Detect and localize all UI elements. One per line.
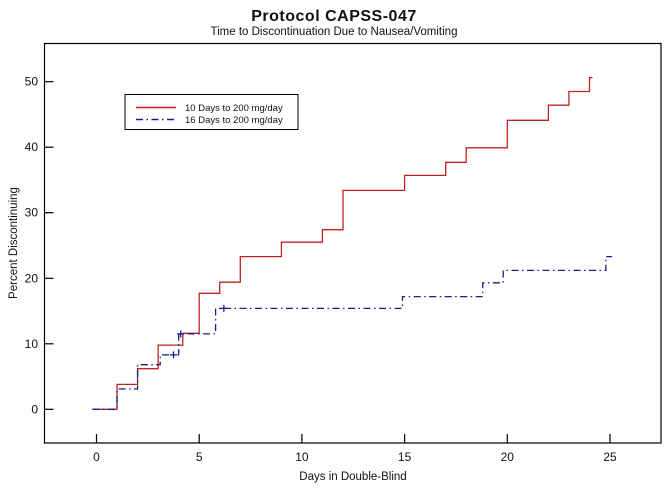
- legend: 10 Days to 200 mg/day 16 Days to 200 mg/…: [124, 94, 299, 130]
- x-tick-labels: 0 5 10 15 20 25: [93, 450, 617, 464]
- x-tick-10: 10: [295, 450, 309, 464]
- y-tick-30: 30: [25, 206, 39, 220]
- y-tick-0: 0: [31, 402, 38, 416]
- x-axis-label: Days in Double-Blind: [299, 471, 406, 483]
- series-curve-1: [92, 255, 613, 410]
- censor-mark-1-2: [220, 304, 228, 312]
- x-axis-ticks: [95, 434, 611, 443]
- y-axis-ticks: [44, 81, 54, 410]
- censor-mark-1-0: [170, 351, 178, 359]
- censor-mark-1-1: [177, 330, 185, 338]
- legend-label-series-1: 16 Days to 200 mg/day: [185, 115, 283, 126]
- x-tick-15: 15: [398, 450, 412, 464]
- plot-frame: [43, 42, 662, 444]
- chart-subtitle: Time to Discontinuation Due to Nausea/Vo…: [211, 26, 458, 38]
- x-tick-25: 25: [603, 450, 617, 464]
- x-tick-20: 20: [501, 450, 515, 464]
- y-tick-50: 50: [25, 75, 39, 89]
- y-tick-40: 40: [25, 140, 39, 154]
- y-tick-20: 20: [25, 271, 39, 285]
- y-tick-labels: 0 10 20 30 40 50: [25, 75, 39, 417]
- frame-border: [43, 42, 662, 444]
- chart-title: Protocol CAPSS-047: [251, 8, 416, 25]
- series-layer: [92, 77, 613, 410]
- x-tick-5: 5: [196, 450, 203, 464]
- x-tick-0: 0: [93, 450, 100, 464]
- legend-box: [124, 94, 299, 130]
- y-axis-label: Percent Discontinuing: [8, 187, 20, 299]
- legend-label-series-0: 10 Days to 200 mg/day: [185, 103, 283, 114]
- series-curve-0: [92, 77, 593, 410]
- y-tick-10: 10: [25, 337, 39, 351]
